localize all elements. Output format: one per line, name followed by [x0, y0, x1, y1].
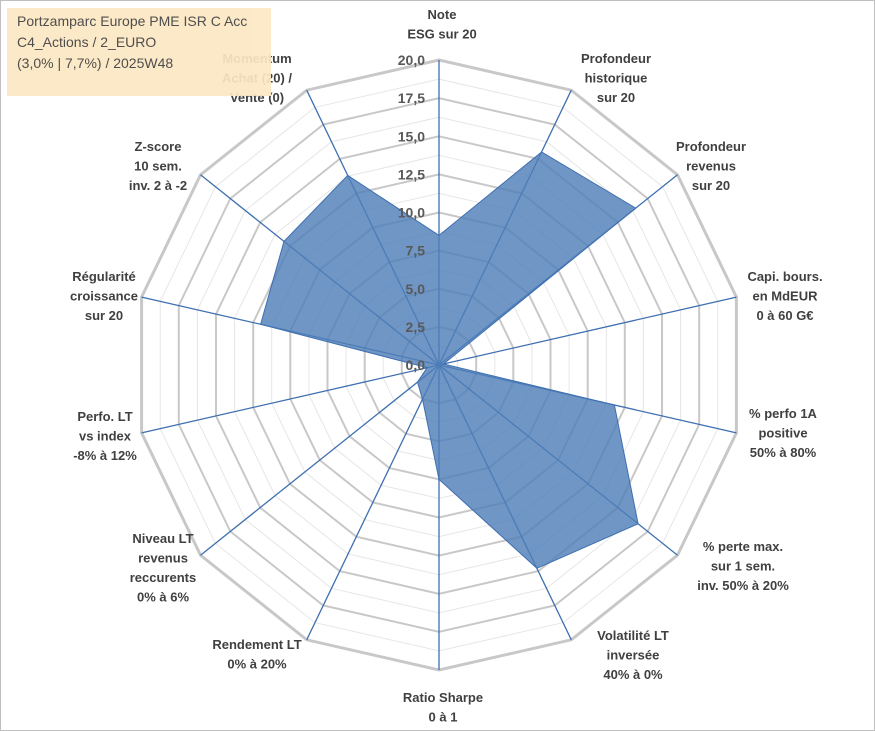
axis-label-line: 0 à 60 G€	[756, 308, 813, 323]
axis-label-line: positive	[758, 426, 807, 441]
axis-label-line: 0 à 1	[429, 710, 458, 725]
axis-spoke	[306, 364, 440, 641]
axis-label: Note ESG sur 20	[407, 7, 476, 42]
tick-label: 10,0	[398, 205, 425, 221]
axis-label-line: 0% à 6%	[137, 590, 189, 605]
axis-label-line: vs index	[79, 429, 132, 444]
axis-label-line: Régularité	[72, 269, 136, 284]
tick-label: 0,0	[406, 357, 426, 373]
axis-label-line: inv. 2 à -2	[129, 178, 187, 193]
axis-label-line: inversée	[607, 648, 660, 663]
radar-series	[259, 151, 639, 569]
axis-label-line: inv. 50% à 20%	[697, 578, 789, 593]
axis-label-line: 50% à 80%	[750, 445, 817, 460]
axis-label-line: revenus	[138, 551, 188, 566]
tick-label: 17,5	[398, 90, 425, 106]
axis-label-line: Niveau LT	[132, 531, 193, 546]
axis-label-line: % perte max.	[703, 539, 783, 554]
tick-label: 15,0	[398, 128, 425, 144]
axis-spoke	[438, 296, 737, 366]
axis-label: Profondeur historique sur 20	[581, 51, 651, 105]
axis-label: Ratio Sharpe 0 à 1	[403, 690, 483, 725]
axis-label-line: Profondeur	[676, 139, 746, 154]
axis-label-line: 10 sem.	[134, 159, 182, 174]
axis-label-line: Z-score	[135, 139, 182, 154]
axis-label-line: sur 20	[597, 90, 635, 105]
tick-label: 5,0	[406, 281, 426, 297]
radar-tick-labels: 0,0 2,5 5,0 7,5 10,0 12,5 15,0 17,5 20,0	[398, 52, 425, 373]
fund-name: Portzamparc Europe PME ISR C Acc	[17, 13, 248, 29]
tick-label: 12,5	[398, 166, 425, 182]
axis-label-line: revenus	[686, 159, 736, 174]
axis-label-line: en MdEUR	[753, 289, 819, 304]
fund-category: C4_Actions / 2_EURO	[17, 34, 157, 50]
axis-label: % perte max. sur 1 sem. inv. 50% à 20%	[697, 539, 789, 593]
fund-stats: (3,0% | 7,7%) / 2025W48	[17, 55, 174, 71]
axis-spoke	[200, 364, 440, 556]
axis-label: Régularité croissance sur 20	[70, 269, 138, 323]
axis-label-line: sur 20	[85, 308, 123, 323]
axis-label: Rendement LT 0% à 20%	[212, 637, 301, 672]
axis-label: Niveau LT revenus reccurents 0% à 6%	[130, 531, 196, 605]
axis-label: Z-score 10 sem. inv. 2 à -2	[129, 139, 187, 193]
axis-label: Profondeur revenus sur 20	[676, 139, 746, 193]
axis-label-line: Volatilité LT	[597, 628, 669, 643]
axis-label-line: sur 20	[692, 178, 730, 193]
axis-label-line: historique	[585, 71, 648, 86]
axis-label: % perfo 1A positive 50% à 80%	[749, 406, 818, 460]
axis-label-line: 0% à 20%	[227, 657, 287, 672]
axis-spoke	[141, 364, 440, 434]
axis-label-line: reccurents	[130, 570, 196, 585]
tick-label: 2,5	[406, 319, 426, 335]
axis-label-line: 40% à 0%	[603, 667, 663, 682]
axis-label-line: Note	[428, 7, 457, 22]
axis-label-line: croissance	[70, 289, 138, 304]
chart-title-box: Portzamparc Europe PME ISR C Acc C4_Acti…	[7, 8, 271, 96]
axis-label-line: Capi. bours.	[747, 269, 822, 284]
tick-label: 7,5	[406, 243, 426, 259]
tick-label: 20,0	[398, 52, 425, 68]
axis-label-line: -8% à 12%	[73, 448, 137, 463]
axis-label-line: Profondeur	[581, 51, 651, 66]
axis-label-line: Rendement LT	[212, 637, 301, 652]
axis-label: Capi. bours. en MdEUR 0 à 60 G€	[747, 269, 822, 323]
axis-label: Perfo. LT vs index -8% à 12%	[73, 409, 137, 463]
axis-label-line: sur 1 sem.	[711, 559, 775, 574]
axis-label-line: Ratio Sharpe	[403, 690, 483, 705]
axis-label: Volatilité LT inversée 40% à 0%	[597, 628, 669, 682]
axis-label-line: % perfo 1A	[749, 406, 818, 421]
axis-label-line: ESG sur 20	[407, 27, 476, 42]
axis-label-line: Perfo. LT	[77, 409, 132, 424]
